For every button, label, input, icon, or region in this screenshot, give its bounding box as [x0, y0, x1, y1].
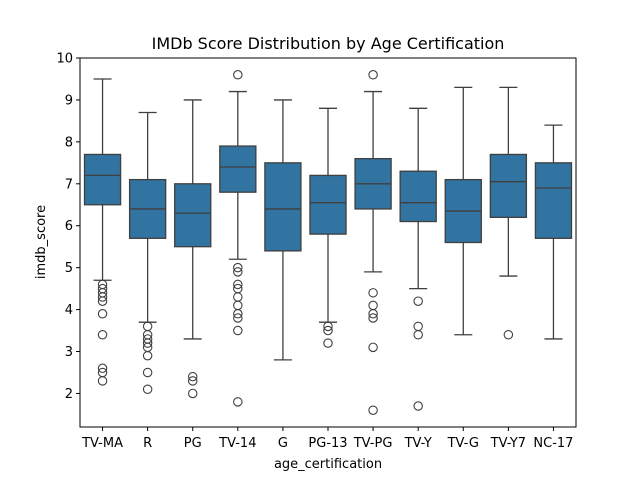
x-tick-label: R	[143, 436, 152, 451]
y-tick-label: 4	[65, 303, 73, 318]
box-group-R	[128, 111, 167, 395]
box-group-TV-Y7	[489, 86, 528, 340]
outlier-point	[97, 329, 108, 340]
x-tick-label: TV-MA	[81, 436, 123, 451]
y-tick-label: 5	[65, 261, 73, 276]
plot-frame	[79, 57, 577, 428]
x-tick-label: TV-G	[447, 436, 479, 451]
y-tick-label: 8	[65, 135, 73, 150]
y-tick-label: 7	[65, 177, 73, 192]
box-group-TV-PG	[354, 70, 392, 415]
outlier-point	[503, 329, 514, 340]
y-tick-label: 9	[65, 93, 73, 108]
outlier-point	[233, 267, 243, 277]
outlier-point	[323, 338, 333, 348]
outlier-point	[368, 342, 378, 353]
outlier-point	[187, 371, 198, 382]
outlier-point	[233, 279, 243, 290]
outlier-point	[187, 376, 198, 386]
x-tick-label: TV-14	[218, 436, 256, 451]
x-tick-label: NC-17	[533, 436, 573, 451]
boxes-layer	[83, 70, 573, 415]
outlier-point	[323, 325, 333, 336]
outlier-point	[368, 70, 378, 80]
outlier-point	[233, 313, 243, 323]
outlier-point	[233, 309, 243, 319]
iqr-box	[83, 153, 122, 206]
outlier-point	[142, 367, 153, 378]
x-tick-label: PG	[184, 436, 202, 451]
outlier-point	[97, 296, 108, 306]
iqr-box	[309, 174, 347, 235]
iqr-box	[264, 162, 302, 252]
x-axis: TV-MA R PG TV-14 G PG-13 TV-PG TV-Y TV-G TV-Y7 NC-…	[81, 427, 573, 451]
outlier-point	[142, 338, 153, 348]
outlier-point	[413, 296, 423, 306]
outlier-point	[142, 384, 153, 395]
outlier-point	[97, 376, 108, 386]
x-tick-label: TV-PG	[353, 436, 393, 451]
y-tick-label: 6	[65, 219, 73, 234]
outlier-point	[233, 325, 243, 336]
box-group-PG-13	[309, 107, 347, 348]
outlier-point	[233, 262, 243, 273]
outlier-point	[323, 321, 333, 332]
box-group-TV-14	[219, 70, 257, 407]
y-tick-label: 10	[56, 52, 73, 67]
outlier-point	[97, 309, 108, 319]
y-tick-label: 3	[65, 345, 73, 360]
box-group-TV-Y	[399, 107, 437, 411]
outlier-point	[187, 388, 198, 399]
outlier-point	[368, 309, 378, 319]
outlier-point	[368, 313, 378, 323]
box-group-NC-17	[534, 124, 573, 340]
iqr-box	[489, 153, 528, 218]
iqr-box	[174, 183, 212, 248]
box-group-TV-MA	[83, 78, 122, 386]
x-tick-label: PG-13	[308, 436, 347, 451]
outlier-point	[413, 329, 423, 340]
x-axis-label: age_certification	[274, 457, 382, 472]
outlier-point	[97, 292, 108, 302]
chart-title: IMDb Score Distribution by Age Certifica…	[152, 34, 505, 53]
x-tick-label: TV-Y	[404, 436, 432, 451]
outlier-point	[413, 401, 423, 411]
x-tick-label: G	[278, 436, 288, 451]
outlier-point	[142, 350, 153, 361]
outlier-point	[368, 405, 378, 415]
outlier-point	[368, 288, 378, 298]
box-group-PG	[174, 99, 212, 399]
iqr-box	[534, 162, 573, 239]
outlier-point	[233, 70, 243, 80]
y-tick-label: 2	[65, 387, 73, 402]
outlier-point	[233, 397, 243, 407]
y-axis: 2 3 4 5 6 7 8 9 10	[56, 52, 80, 402]
x-tick-label: TV-Y7	[490, 436, 526, 451]
box-group-TV-G	[444, 86, 482, 336]
box-group-G	[264, 99, 302, 361]
y-axis-label: imdb_score	[34, 205, 49, 279]
iqr-box	[219, 145, 257, 193]
outlier-point	[97, 363, 108, 374]
iqr-box	[399, 170, 437, 223]
